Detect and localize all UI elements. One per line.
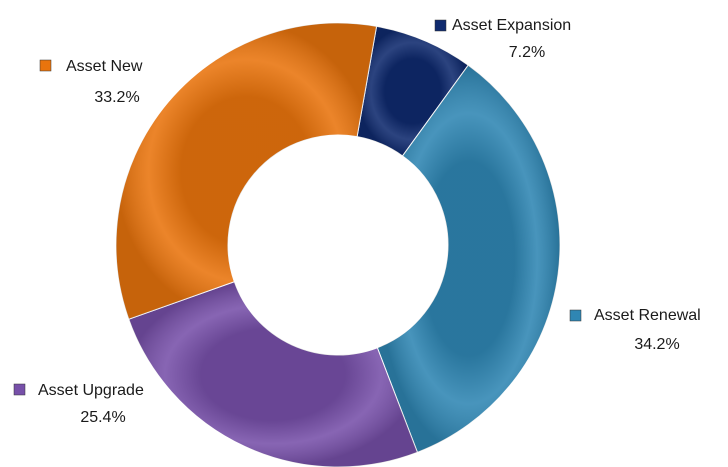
legend-swatch bbox=[434, 19, 447, 32]
legend-swatch bbox=[39, 59, 52, 72]
slice-shade bbox=[128, 281, 418, 467]
legend-swatch bbox=[13, 383, 26, 396]
slice-shade bbox=[116, 23, 377, 320]
slice-value-label: 25.4% bbox=[80, 409, 125, 426]
slice-label: Asset New bbox=[66, 58, 143, 75]
slice-label: Asset Renewal bbox=[594, 307, 701, 324]
slice-shade bbox=[357, 26, 469, 156]
slice-label: Asset Expansion bbox=[452, 17, 571, 34]
legend-swatch bbox=[569, 309, 582, 322]
slice-label: Asset Upgrade bbox=[38, 382, 144, 399]
slice-value-label: 33.2% bbox=[94, 89, 139, 106]
slice-shade bbox=[377, 65, 560, 453]
slice-value-label: 7.2% bbox=[509, 44, 545, 61]
slice-value-label: 34.2% bbox=[634, 336, 679, 353]
